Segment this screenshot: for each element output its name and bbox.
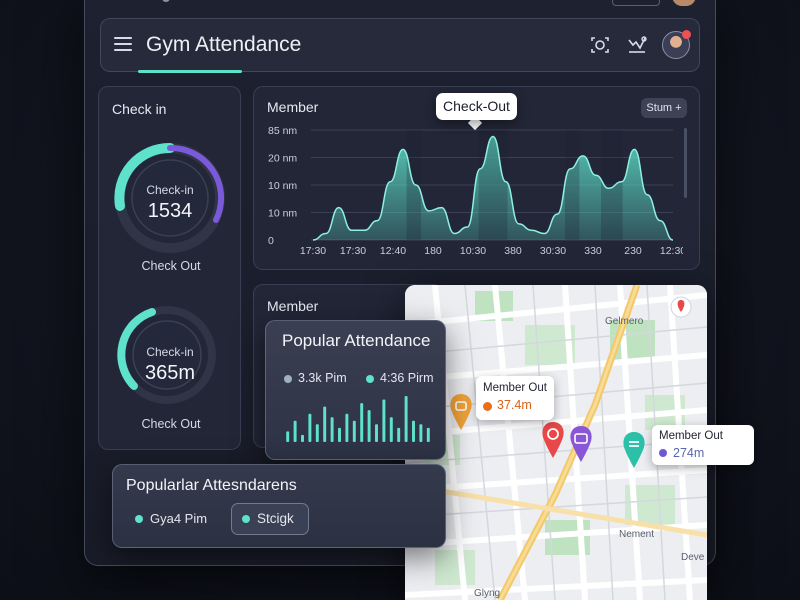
popular-bar <box>308 413 312 442</box>
map-tooltip-2-value: 274m <box>673 446 705 460</box>
member-card-2-title: Member <box>267 298 319 314</box>
map-tooltip-1-title: Member Out <box>483 382 547 394</box>
gauge-1-value: 1534 <box>147 200 193 222</box>
y-tick-label: 0 <box>268 235 274 247</box>
member-card-title: Member <box>267 99 319 115</box>
checkout-tooltip: Check-Out <box>436 93 517 120</box>
popular-bar <box>286 431 290 442</box>
popular-legend-1: 3.3k Pim <box>298 371 347 385</box>
area-series-fill <box>313 136 673 240</box>
popular-bar <box>352 420 356 442</box>
popular-2-title: Popularlar Attesndarens <box>126 477 297 494</box>
popular-bar <box>360 403 364 442</box>
popular-2-chip-dot <box>242 515 250 523</box>
map-tooltip-2-dot <box>659 449 667 457</box>
popular-legend-dot-1 <box>284 375 292 383</box>
x-tick-label: 10:30 <box>460 245 486 257</box>
map-label-bottom-right: Nement <box>619 529 655 540</box>
y-tick-label: 85 nm <box>268 125 297 137</box>
popular-bar <box>375 424 378 442</box>
x-tick-label: 180 <box>424 245 442 257</box>
popular-bar <box>404 396 408 442</box>
gauge-2-footer: Check Out <box>141 417 201 431</box>
map-locate-icon[interactable] <box>670 296 692 320</box>
popular-attendance-title: Popular Attendance <box>282 331 431 350</box>
map-tooltip-2 <box>652 425 754 465</box>
popular-bar <box>412 420 415 442</box>
menu-icon[interactable] <box>114 37 132 51</box>
popular-bar <box>397 427 401 442</box>
page-title: Gym Attendance <box>146 33 302 56</box>
gauge-1-footer: Check Out <box>141 259 201 273</box>
popular-2-legend: Gya4 Pim <box>150 511 208 526</box>
popular-bar <box>382 399 386 442</box>
popular-bar-chart <box>286 396 430 442</box>
gauge-2-value: 365m <box>144 362 196 384</box>
map-label-bottom-right-2: Deve <box>681 552 705 563</box>
purple-pin-icon[interactable] <box>567 424 595 464</box>
status-dot <box>162 0 170 2</box>
chart-scrollbar[interactable] <box>684 128 687 198</box>
checkin-gauge-2 <box>117 306 216 404</box>
top-search-pill[interactable] <box>612 0 660 6</box>
popular-bar <box>426 427 430 442</box>
map-label-bottom-left: Glyng <box>474 588 501 599</box>
map-tooltip-1-value: 37.4m <box>497 398 532 412</box>
x-tick-label: 380 <box>504 245 522 257</box>
sum-button[interactable]: Stum + <box>641 98 687 118</box>
title-underline <box>138 70 242 73</box>
x-tick-label: 12:40 <box>380 245 406 257</box>
popular-bar <box>315 424 319 442</box>
chart-band <box>406 130 421 240</box>
popular-bar <box>293 420 297 442</box>
popular-bar <box>338 427 341 442</box>
map-tooltip-1 <box>476 376 554 420</box>
popular-bar <box>367 410 371 442</box>
app-header <box>100 18 700 72</box>
x-tick-label: 30:30 <box>540 245 566 257</box>
y-tick-label: 20 nm <box>268 153 297 165</box>
orange-pin-icon[interactable] <box>447 392 475 432</box>
popular-legend-2: 4:36 Pirm <box>380 371 434 385</box>
attendance-area-chart: 0 10 nm 10 nm 20 nm 85 nm 17:30 17:30 12:40 180… <box>268 125 683 257</box>
gauge-2-label: Check-in <box>146 345 194 359</box>
x-tick-label: 12:30 <box>660 245 683 257</box>
x-tick-label: 330 <box>584 245 602 257</box>
popular-2-chip[interactable] <box>231 503 309 535</box>
checkin-card-title: Check in <box>112 101 167 117</box>
popular-bar <box>419 424 423 442</box>
checkin-gauge-1 <box>114 142 225 253</box>
popular-bar <box>301 434 304 442</box>
x-tick-label: 17:30 <box>340 245 366 257</box>
map-label-top-right: Gelmero <box>605 316 644 327</box>
area-series-line <box>312 135 674 241</box>
y-tick-label: 10 nm <box>268 208 297 220</box>
x-tick-label: 230 <box>624 245 642 257</box>
chart-band <box>601 130 623 240</box>
popular-legend-dot-2 <box>366 375 374 383</box>
top-avatar[interactable] <box>672 0 696 6</box>
popular-bar <box>323 406 327 442</box>
avatar-notification-dot <box>682 30 691 39</box>
y-tick-label: 10 nm <box>268 180 297 192</box>
gauge-1-label: Check-in <box>146 183 194 197</box>
x-tick-label: 17:30 <box>300 245 326 257</box>
popular-bar <box>345 413 349 442</box>
chart-band <box>478 130 508 240</box>
chart-band <box>565 130 580 240</box>
popular-2-legend-dot <box>135 515 143 523</box>
red-pin-icon[interactable] <box>539 420 567 460</box>
popular-2-chip-label: Stcigk <box>257 511 294 526</box>
scan-icon[interactable] <box>589 34 611 56</box>
map-tooltip-1-dot <box>483 402 492 411</box>
teal-pin-icon[interactable] <box>620 430 648 470</box>
popular-bar <box>330 417 334 442</box>
notification-icon[interactable] <box>626 34 648 56</box>
map-tooltip-2-title: Member Out <box>659 430 723 442</box>
popular-bar <box>389 417 393 442</box>
